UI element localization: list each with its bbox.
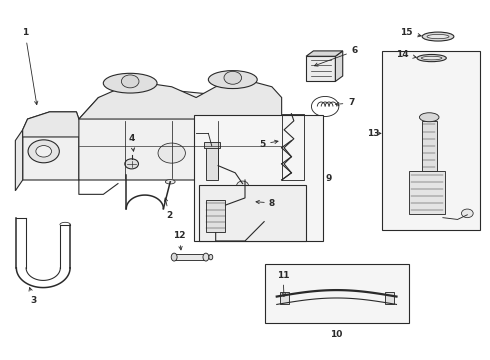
Circle shape [237, 181, 248, 190]
Bar [409, 171, 445, 214]
Ellipse shape [171, 253, 177, 261]
Circle shape [122, 75, 139, 88]
Text: 10: 10 [330, 330, 343, 339]
Ellipse shape [421, 56, 442, 60]
Text: 13: 13 [367, 129, 379, 138]
Polygon shape [79, 90, 282, 180]
Polygon shape [306, 56, 335, 81]
Bar [280, 292, 289, 305]
Polygon shape [23, 112, 79, 180]
Ellipse shape [165, 180, 175, 184]
Ellipse shape [417, 54, 446, 62]
Text: 12: 12 [173, 231, 185, 250]
Bar [194, 116, 323, 241]
Text: 15: 15 [400, 28, 421, 37]
Ellipse shape [208, 71, 257, 89]
Text: 8: 8 [269, 199, 275, 208]
Bar [206, 146, 218, 180]
Bar [385, 292, 394, 305]
Bar [174, 254, 206, 260]
Bar [198, 185, 306, 241]
Ellipse shape [427, 35, 449, 39]
Text: 11: 11 [277, 270, 290, 296]
Text: 4: 4 [128, 134, 135, 151]
Circle shape [462, 209, 473, 218]
Ellipse shape [422, 32, 454, 41]
Ellipse shape [209, 255, 213, 260]
Bar [204, 142, 220, 148]
Bar [206, 200, 225, 232]
Circle shape [28, 140, 59, 163]
Polygon shape [79, 80, 282, 119]
Ellipse shape [419, 113, 439, 122]
Ellipse shape [203, 253, 209, 261]
Bar [422, 121, 437, 171]
Circle shape [224, 71, 242, 84]
Polygon shape [23, 112, 86, 137]
Polygon shape [335, 51, 343, 81]
Circle shape [158, 143, 185, 163]
Circle shape [125, 159, 139, 169]
Text: 1: 1 [22, 28, 38, 105]
Polygon shape [15, 130, 23, 191]
Circle shape [36, 145, 51, 157]
Ellipse shape [103, 73, 157, 93]
Polygon shape [306, 51, 343, 56]
Circle shape [282, 144, 306, 162]
Text: 7: 7 [336, 98, 355, 107]
Bar [382, 51, 480, 230]
Text: 2: 2 [164, 198, 172, 220]
Text: 6: 6 [315, 46, 358, 66]
Bar [265, 264, 409, 323]
Text: 5: 5 [259, 140, 278, 149]
Circle shape [226, 199, 244, 212]
Text: 3: 3 [29, 288, 37, 305]
Text: 9: 9 [326, 174, 332, 183]
Text: 14: 14 [396, 50, 416, 59]
